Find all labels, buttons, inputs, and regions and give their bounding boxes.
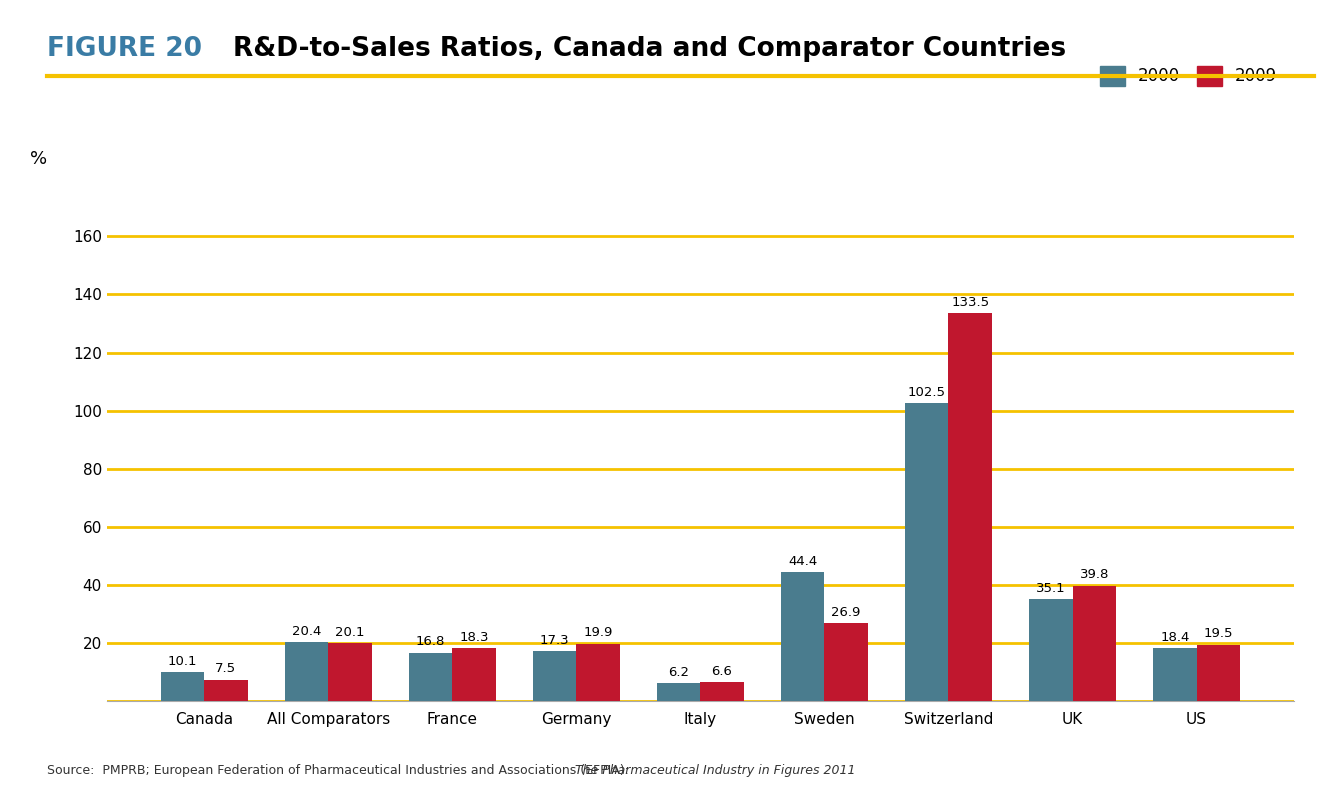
- Text: 19.9: 19.9: [583, 626, 612, 639]
- Text: 10.1: 10.1: [168, 654, 197, 668]
- Bar: [452, 648, 496, 701]
- Bar: [1029, 599, 1073, 701]
- Bar: [780, 572, 824, 701]
- Text: Source:  PMPRB; European Federation of Pharmaceutical Industries and Association: Source: PMPRB; European Federation of Ph…: [47, 764, 632, 777]
- Bar: [1153, 648, 1197, 701]
- Text: 102.5: 102.5: [907, 386, 946, 399]
- Bar: [408, 653, 452, 701]
- Text: 19.5: 19.5: [1203, 627, 1233, 640]
- Text: 20.1: 20.1: [335, 626, 364, 638]
- Text: 18.4: 18.4: [1161, 630, 1190, 643]
- Bar: [532, 651, 576, 701]
- Text: 26.9: 26.9: [831, 606, 860, 618]
- Text: %: %: [29, 150, 47, 167]
- Text: R&D-to-Sales Ratios, Canada and Comparator Countries: R&D-to-Sales Ratios, Canada and Comparat…: [233, 36, 1067, 62]
- Text: 39.8: 39.8: [1079, 568, 1109, 581]
- Bar: [328, 643, 372, 701]
- Text: The Pharmaceutical Industry in Figures 2011: The Pharmaceutical Industry in Figures 2…: [575, 764, 855, 777]
- Bar: [160, 672, 204, 701]
- Bar: [1197, 645, 1241, 701]
- Bar: [948, 313, 992, 701]
- Bar: [284, 642, 328, 701]
- Text: 6.6: 6.6: [711, 665, 732, 677]
- Text: 7.5: 7.5: [215, 662, 236, 675]
- Text: 6.2: 6.2: [668, 666, 690, 679]
- Text: 20.4: 20.4: [292, 625, 321, 638]
- Text: 18.3: 18.3: [459, 630, 488, 644]
- Bar: [1073, 586, 1117, 701]
- Legend: 2000, 2009: 2000, 2009: [1091, 57, 1286, 94]
- Bar: [824, 623, 868, 701]
- Text: 16.8: 16.8: [416, 635, 446, 648]
- Bar: [576, 643, 620, 701]
- Bar: [700, 682, 744, 701]
- Bar: [204, 680, 248, 701]
- Text: 17.3: 17.3: [540, 634, 570, 646]
- Bar: [904, 403, 948, 701]
- Bar: [656, 683, 700, 701]
- Text: 35.1: 35.1: [1037, 582, 1066, 595]
- Text: 44.4: 44.4: [788, 555, 818, 568]
- Text: 133.5: 133.5: [951, 296, 990, 309]
- Text: FIGURE 20: FIGURE 20: [47, 36, 201, 62]
